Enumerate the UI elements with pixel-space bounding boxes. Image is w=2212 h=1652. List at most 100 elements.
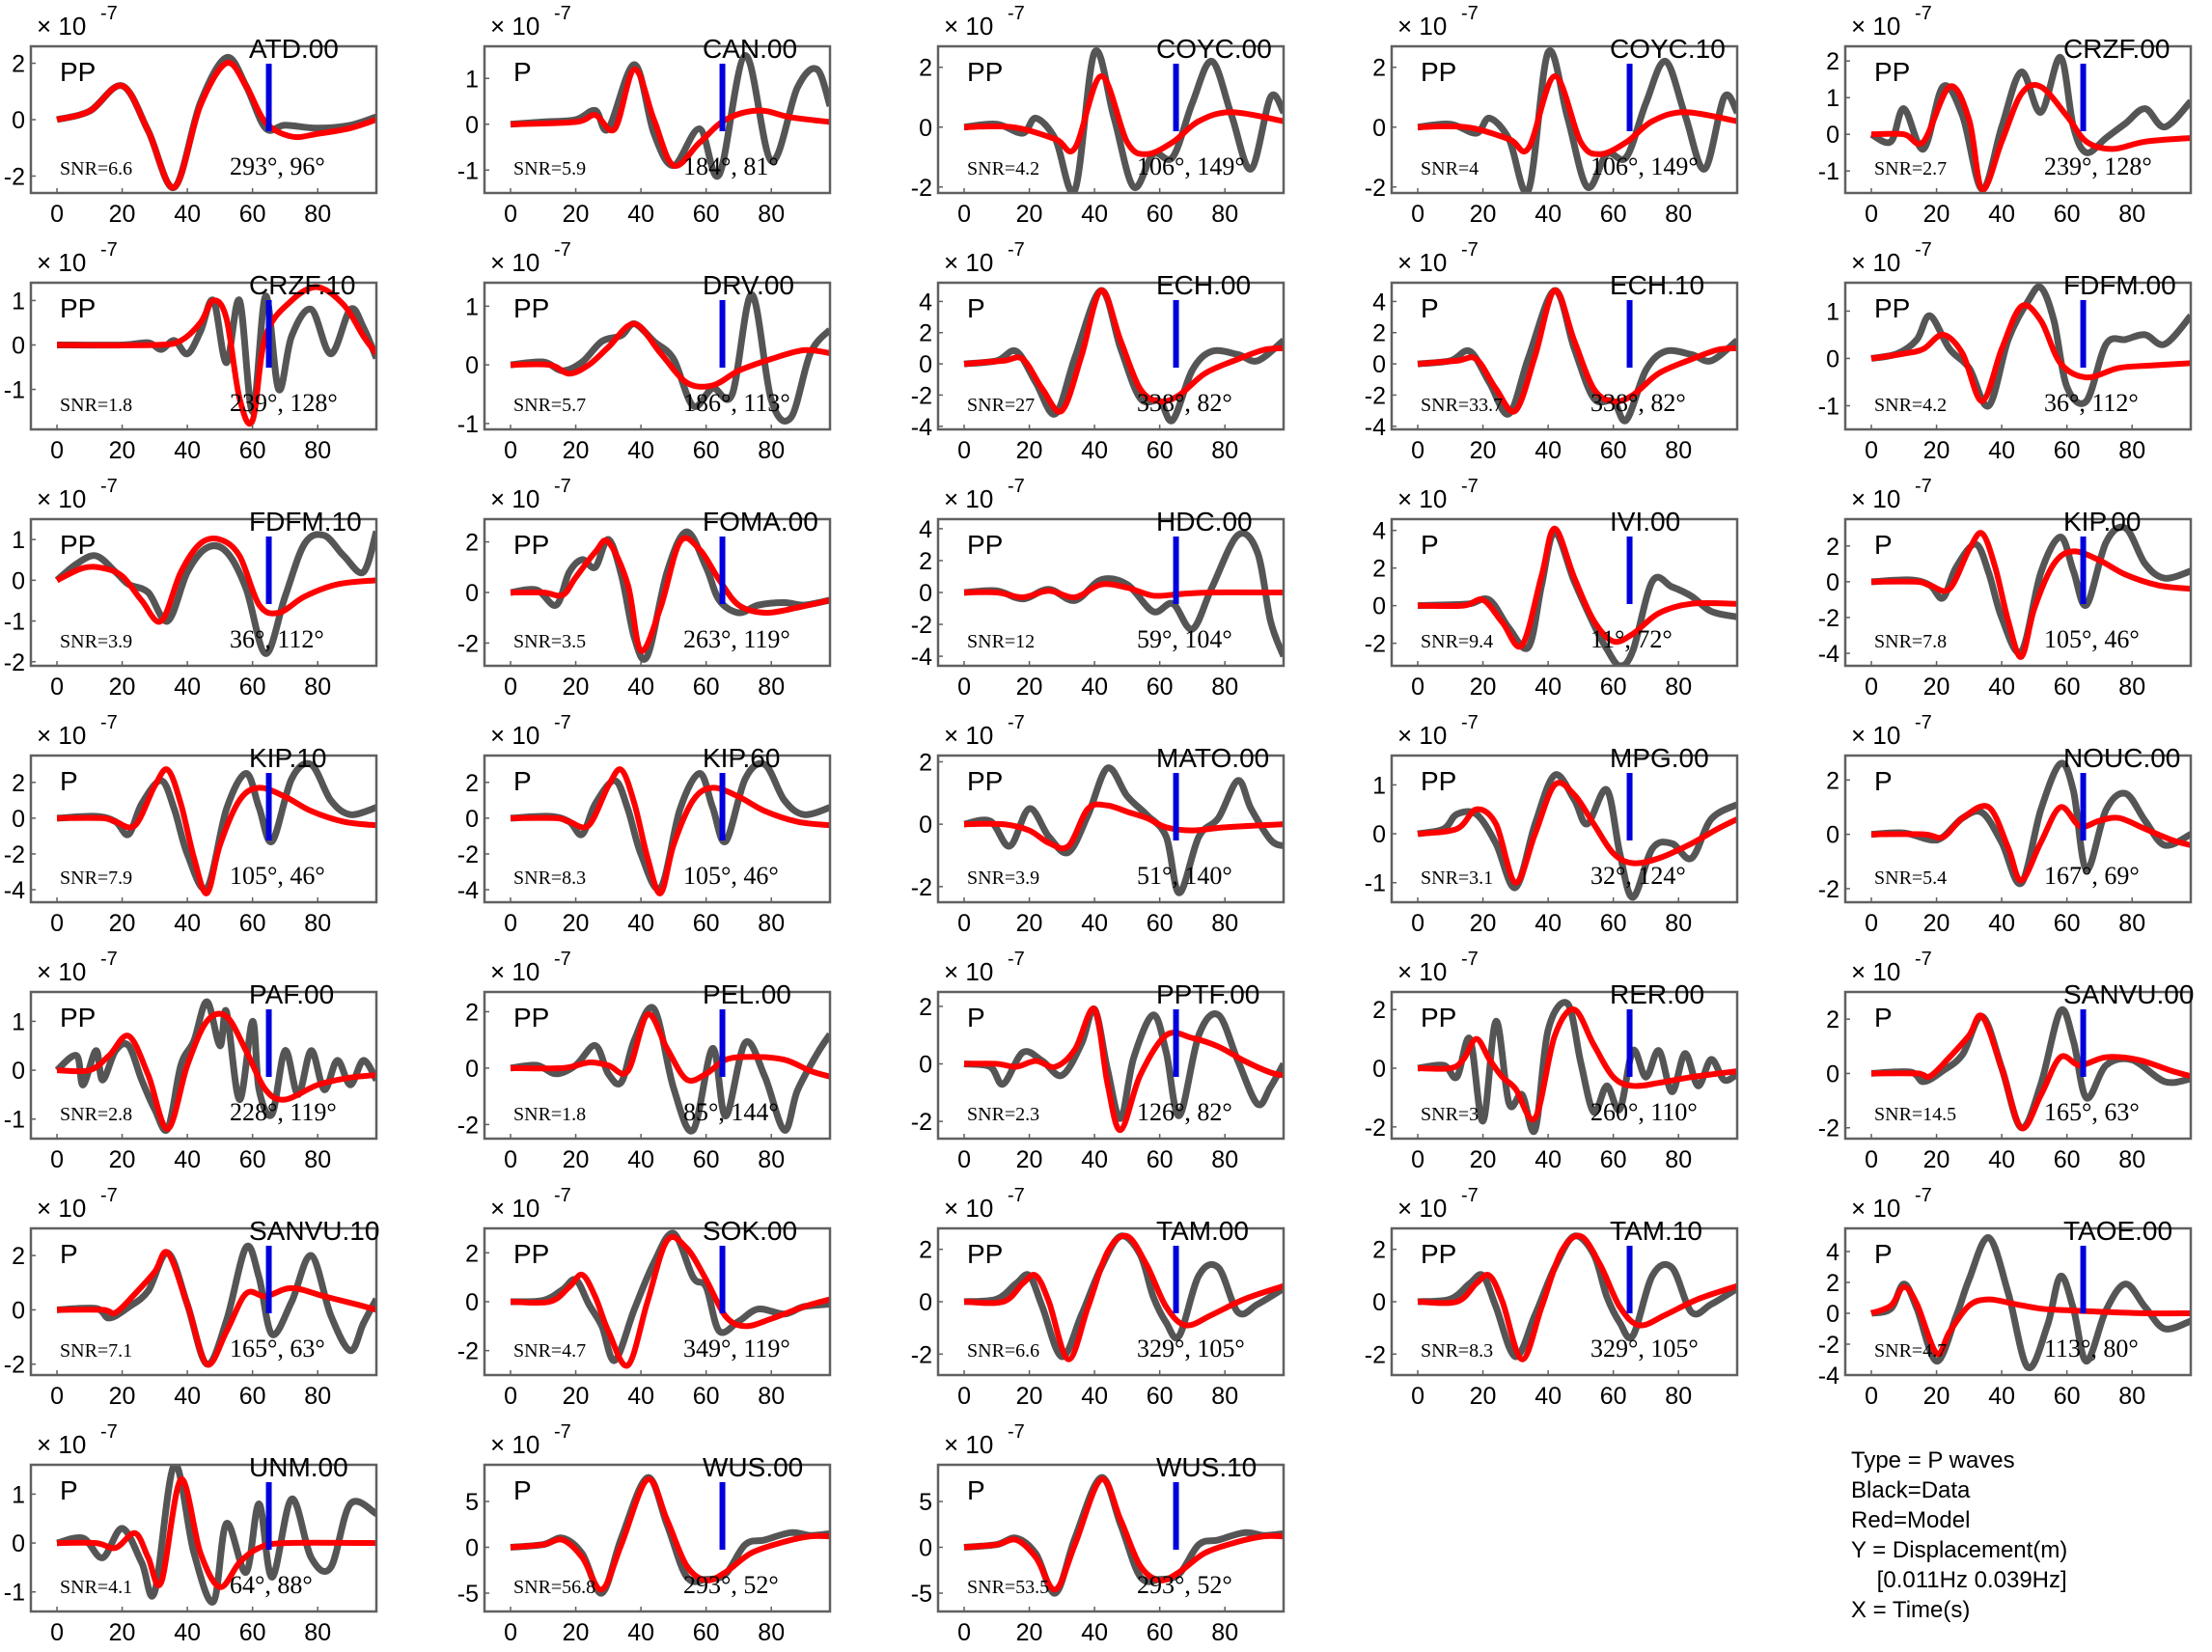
arrival-marker xyxy=(265,300,272,368)
legend-yaxis: Y = Displacement(m) xyxy=(1851,1537,2068,1563)
station-label: NOUC.00 xyxy=(2063,743,2180,773)
y-tick-label: -2 xyxy=(4,649,25,676)
x-tick-label: 80 xyxy=(2118,674,2145,701)
y-tick-label: -5 xyxy=(457,1581,479,1608)
x-tick-label: 40 xyxy=(1081,201,1108,228)
y-multiplier-exponent: -7 xyxy=(1461,3,1479,24)
angles-label: 228°, 119° xyxy=(230,1098,337,1126)
snr-label: SNR=6.6 xyxy=(60,158,132,179)
axes-box xyxy=(936,990,1286,1141)
angles-label: 349°, 119° xyxy=(683,1335,790,1363)
x-tick-label: 0 xyxy=(50,1383,64,1410)
y-multiplier: × 10 xyxy=(490,12,539,41)
y-tick-label: 4 xyxy=(919,516,932,543)
snr-label: SNR=7.8 xyxy=(1874,631,1947,652)
station-label: PPTF.00 xyxy=(1156,979,1259,1009)
y-tick-label: 1 xyxy=(12,527,25,554)
x-tick-label: 0 xyxy=(50,1619,64,1646)
x-tick-label: 60 xyxy=(2054,1146,2081,1173)
x-tick-label: 20 xyxy=(1923,1383,1950,1410)
x-tick-label: 60 xyxy=(693,437,720,464)
y-tick-label: -2 xyxy=(1365,1341,1386,1368)
y-tick-label: 0 xyxy=(12,1058,25,1085)
phase-label: P xyxy=(1874,1239,1893,1269)
x-tick-label: 80 xyxy=(304,674,331,701)
x-tick-label: 40 xyxy=(627,674,654,701)
y-tick-label: 0 xyxy=(1372,1289,1386,1316)
axes-box xyxy=(1843,990,2193,1141)
data-trace xyxy=(1417,46,1737,193)
x-tick-label: 60 xyxy=(239,201,266,228)
x-tick-label: 0 xyxy=(1865,674,1878,701)
x-tick-label: 0 xyxy=(957,1383,971,1410)
station-label: WUS.00 xyxy=(703,1452,803,1482)
snr-label: SNR=3.9 xyxy=(967,867,1039,889)
angles-label: 106°, 149° xyxy=(1137,152,1245,180)
axes-box xyxy=(483,44,832,195)
model-trace xyxy=(56,766,376,896)
data-trace xyxy=(510,528,830,663)
y-multiplier: × 10 xyxy=(944,1194,993,1223)
data-trace xyxy=(963,764,1284,896)
arrival-marker xyxy=(1173,1246,1179,1313)
y-tick-label: -2 xyxy=(911,874,932,901)
x-tick-label: 20 xyxy=(1470,437,1497,464)
x-tick-label: 40 xyxy=(627,910,654,937)
phase-label: PP xyxy=(1421,1239,1456,1269)
y-multiplier: × 10 xyxy=(1397,484,1447,513)
model-trace xyxy=(510,320,830,390)
x-tick-label: 0 xyxy=(1865,1383,1878,1410)
y-multiplier: × 10 xyxy=(1851,1194,1900,1223)
arrival-marker xyxy=(265,1009,272,1077)
x-tick-label: 20 xyxy=(563,1383,590,1410)
x-tick-label: 20 xyxy=(109,201,136,228)
x-tick-label: 60 xyxy=(693,1619,720,1646)
phase-label: P xyxy=(1874,530,1893,560)
y-multiplier: × 10 xyxy=(490,248,539,277)
data-trace xyxy=(54,998,376,1135)
x-tick-label: 60 xyxy=(1147,1146,1174,1173)
y-tick-label: -2 xyxy=(911,382,932,409)
arrival-marker xyxy=(2080,537,2087,604)
y-multiplier: × 10 xyxy=(490,484,539,513)
x-tick-label: 0 xyxy=(50,201,64,228)
y-tick-label: -1 xyxy=(4,609,25,636)
snr-label: SNR=1.8 xyxy=(60,395,132,416)
snr-label: SNR=5.9 xyxy=(513,158,586,179)
x-tick-label: 0 xyxy=(1411,674,1424,701)
y-tick-label: 0 xyxy=(1826,1060,1839,1088)
y-tick-label: 0 xyxy=(465,352,479,379)
angles-label: 293°, 52° xyxy=(1137,1571,1232,1599)
phase-label: PP xyxy=(1421,766,1456,796)
angles-label: 105°, 46° xyxy=(230,862,325,890)
x-tick-label: 60 xyxy=(1600,674,1627,701)
phase-label: P xyxy=(967,293,985,323)
y-tick-label: 0 xyxy=(1826,122,1839,149)
y-tick-label: 0 xyxy=(1826,569,1839,596)
snr-label: SNR=3 xyxy=(1421,1104,1479,1125)
snr-label: SNR=4.2 xyxy=(1874,395,1947,416)
angles-label: 239°, 128° xyxy=(2044,152,2152,180)
x-tick-label: 80 xyxy=(304,1619,331,1646)
x-tick-label: 0 xyxy=(957,1619,971,1646)
y-multiplier: × 10 xyxy=(490,721,539,750)
y-tick-label: -2 xyxy=(457,1112,479,1139)
station-label: UNM.00 xyxy=(249,1452,348,1482)
phase-label: P xyxy=(967,1003,985,1032)
x-tick-label: 20 xyxy=(109,1146,136,1173)
y-tick-label: -1 xyxy=(457,411,479,438)
y-tick-label: 0 xyxy=(12,1297,25,1324)
y-multiplier: × 10 xyxy=(944,12,993,41)
y-tick-label: 4 xyxy=(1826,1239,1839,1266)
y-tick-label: 0 xyxy=(919,812,932,839)
y-tick-label: 0 xyxy=(12,107,25,134)
y-tick-label: 2 xyxy=(1826,1006,1839,1033)
y-tick-label: 0 xyxy=(1372,115,1386,142)
x-tick-label: 60 xyxy=(239,674,266,701)
model-trace xyxy=(1870,82,2191,193)
